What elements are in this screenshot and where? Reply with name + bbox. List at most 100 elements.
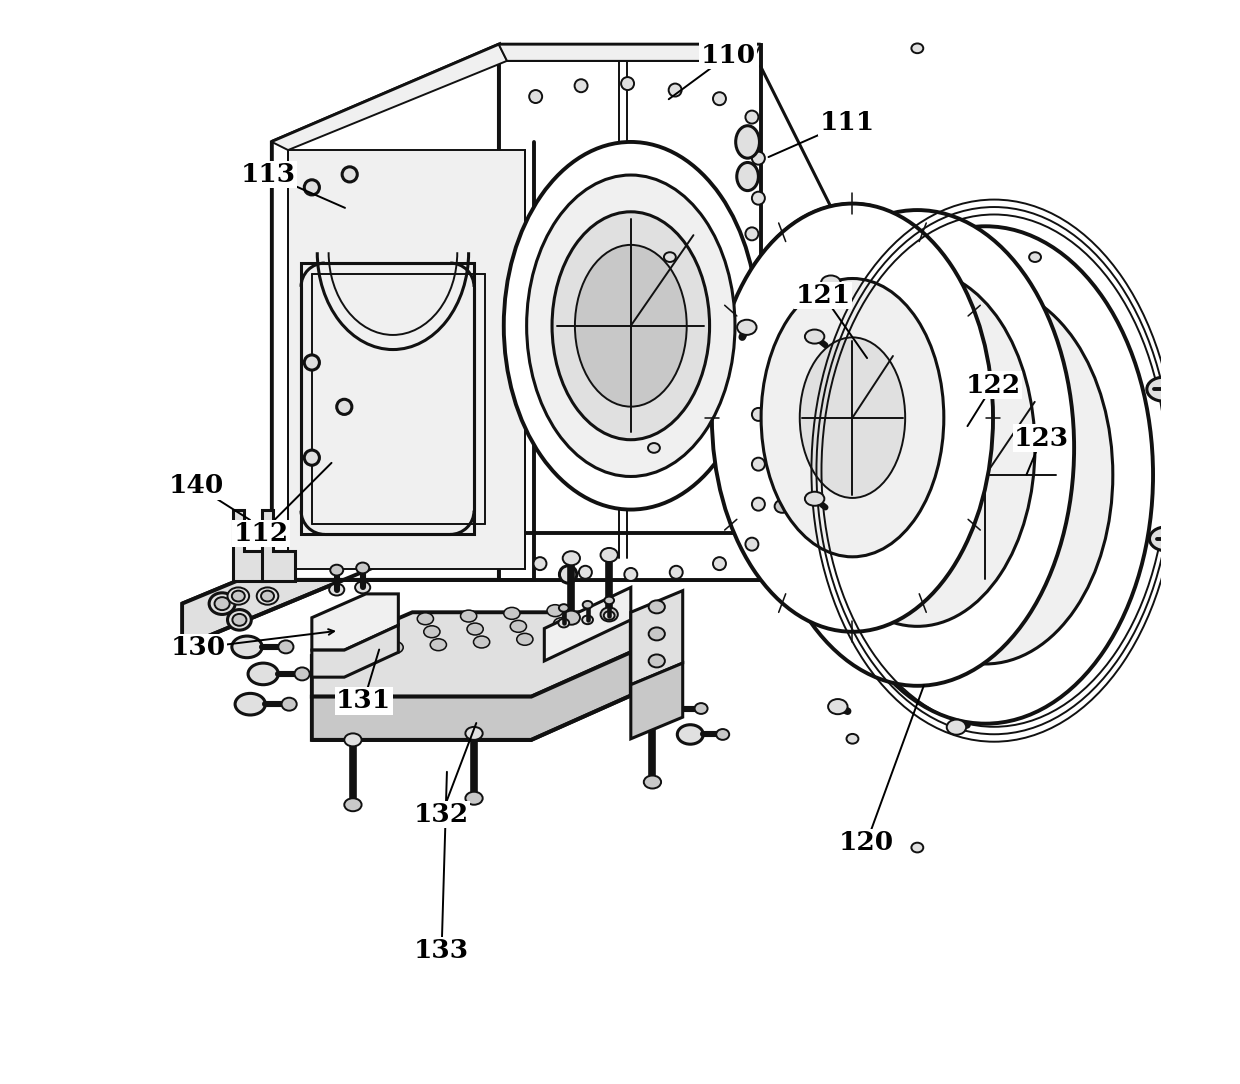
Text: 110: 110	[701, 43, 755, 68]
Ellipse shape	[232, 591, 244, 602]
Ellipse shape	[262, 591, 274, 602]
Ellipse shape	[847, 734, 858, 744]
Ellipse shape	[381, 629, 397, 641]
Ellipse shape	[712, 204, 993, 632]
Ellipse shape	[232, 636, 262, 658]
Polygon shape	[272, 44, 498, 580]
Ellipse shape	[735, 126, 759, 158]
Ellipse shape	[559, 604, 569, 611]
Ellipse shape	[1149, 527, 1182, 551]
Ellipse shape	[668, 83, 682, 96]
Polygon shape	[301, 263, 474, 534]
Ellipse shape	[751, 408, 765, 421]
Ellipse shape	[604, 611, 615, 620]
Ellipse shape	[559, 566, 577, 583]
Ellipse shape	[278, 641, 294, 654]
Ellipse shape	[670, 566, 683, 579]
Ellipse shape	[337, 631, 353, 643]
Ellipse shape	[737, 320, 756, 335]
Ellipse shape	[737, 163, 759, 191]
Ellipse shape	[717, 730, 729, 740]
Ellipse shape	[517, 633, 533, 645]
Ellipse shape	[304, 450, 320, 465]
Ellipse shape	[424, 625, 440, 637]
Ellipse shape	[465, 791, 482, 804]
Ellipse shape	[694, 704, 708, 714]
Ellipse shape	[330, 565, 343, 576]
Ellipse shape	[574, 79, 588, 92]
Ellipse shape	[910, 363, 1061, 586]
Polygon shape	[272, 44, 507, 150]
Ellipse shape	[579, 566, 591, 579]
Ellipse shape	[858, 286, 1112, 664]
Ellipse shape	[805, 330, 825, 344]
Ellipse shape	[337, 399, 352, 414]
Ellipse shape	[649, 628, 665, 641]
Ellipse shape	[769, 495, 795, 517]
Text: 131: 131	[336, 688, 392, 713]
Ellipse shape	[304, 180, 320, 195]
Ellipse shape	[713, 557, 725, 570]
Ellipse shape	[828, 699, 848, 714]
Ellipse shape	[583, 601, 593, 608]
Ellipse shape	[227, 609, 252, 630]
Ellipse shape	[800, 270, 1035, 627]
Ellipse shape	[1174, 443, 1187, 453]
Ellipse shape	[775, 500, 790, 513]
Ellipse shape	[474, 636, 490, 648]
Text: 140: 140	[169, 474, 223, 499]
Ellipse shape	[761, 279, 944, 557]
Ellipse shape	[248, 663, 278, 685]
Ellipse shape	[232, 614, 247, 625]
Ellipse shape	[236, 694, 265, 715]
Text: 130: 130	[171, 635, 226, 660]
Ellipse shape	[329, 583, 345, 595]
Polygon shape	[182, 490, 794, 647]
Text: 123: 123	[1014, 426, 1069, 451]
Ellipse shape	[604, 596, 614, 604]
Polygon shape	[498, 44, 760, 61]
Ellipse shape	[751, 498, 765, 511]
Polygon shape	[233, 509, 265, 581]
Ellipse shape	[713, 92, 725, 105]
Ellipse shape	[345, 734, 362, 747]
Ellipse shape	[503, 607, 520, 619]
Polygon shape	[498, 44, 760, 580]
Ellipse shape	[1147, 377, 1179, 401]
Ellipse shape	[215, 597, 229, 610]
Ellipse shape	[644, 775, 661, 788]
Ellipse shape	[745, 111, 759, 124]
Ellipse shape	[342, 167, 357, 182]
Text: 121: 121	[796, 283, 851, 308]
Polygon shape	[272, 44, 760, 142]
Ellipse shape	[552, 211, 709, 440]
Ellipse shape	[510, 620, 527, 632]
Polygon shape	[631, 591, 683, 685]
Ellipse shape	[751, 152, 765, 165]
Ellipse shape	[624, 568, 637, 581]
Ellipse shape	[821, 275, 841, 289]
Ellipse shape	[374, 616, 391, 628]
Ellipse shape	[663, 253, 676, 262]
Text: 111: 111	[820, 109, 874, 136]
Ellipse shape	[745, 538, 759, 551]
Ellipse shape	[533, 557, 547, 570]
Polygon shape	[311, 594, 398, 650]
Ellipse shape	[805, 492, 825, 506]
Ellipse shape	[760, 210, 1074, 686]
Ellipse shape	[257, 588, 278, 605]
Ellipse shape	[304, 354, 320, 370]
Polygon shape	[311, 625, 398, 678]
Ellipse shape	[553, 618, 569, 630]
Ellipse shape	[751, 192, 765, 205]
Ellipse shape	[911, 43, 924, 53]
Text: 120: 120	[839, 830, 894, 855]
Text: 122: 122	[966, 373, 1021, 398]
Ellipse shape	[343, 644, 360, 656]
Ellipse shape	[281, 698, 296, 711]
Text: 113: 113	[241, 162, 296, 186]
Polygon shape	[288, 150, 526, 569]
Polygon shape	[311, 653, 631, 740]
Ellipse shape	[677, 725, 703, 745]
Ellipse shape	[745, 228, 759, 241]
